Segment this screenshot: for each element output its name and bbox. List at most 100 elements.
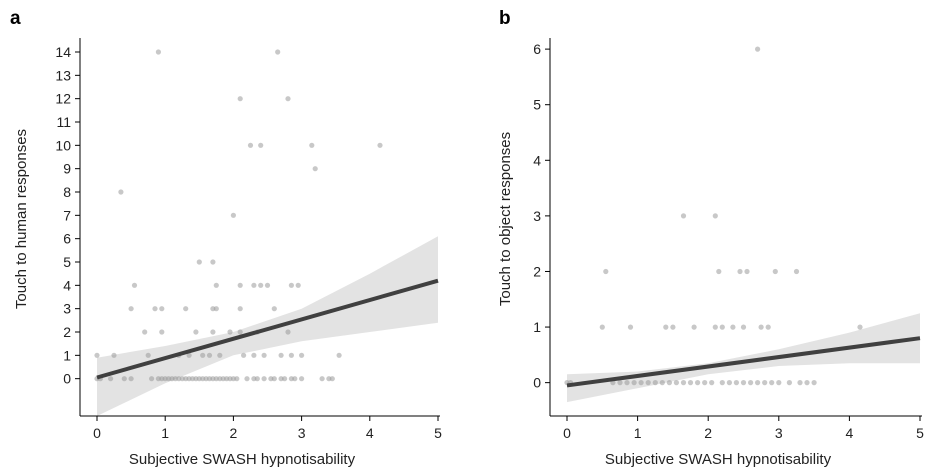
y-tick-label: 2 — [533, 263, 541, 279]
y-tick-label: 0 — [63, 371, 71, 387]
x-tick-label: 1 — [161, 425, 169, 441]
data-point — [312, 166, 318, 172]
data-point — [131, 282, 138, 288]
data-point — [748, 380, 754, 386]
y-tick-label: 4 — [533, 152, 541, 168]
y-tick-label: 11 — [56, 114, 71, 130]
data-point — [691, 324, 697, 330]
data-point — [244, 376, 250, 382]
data-point — [128, 376, 134, 382]
x-tick-label: 0 — [93, 425, 101, 441]
data-point — [271, 306, 277, 312]
data-point — [716, 268, 722, 275]
data-point — [740, 380, 747, 386]
data-point — [247, 142, 254, 148]
data-point — [213, 282, 219, 288]
data-point — [659, 380, 665, 386]
data-point — [258, 282, 264, 288]
data-point — [275, 49, 281, 55]
data-point — [237, 329, 243, 335]
data-point — [638, 380, 644, 386]
data-point — [292, 376, 298, 382]
regression-line — [566, 336, 921, 388]
data-point — [278, 352, 284, 358]
y-tick-label: 1 — [63, 347, 71, 363]
y-axis-title: Touch to object responses — [497, 132, 514, 306]
data-point — [719, 324, 725, 330]
data-point — [730, 324, 736, 330]
data-point — [702, 380, 708, 386]
data-point — [737, 268, 743, 275]
data-point — [645, 380, 651, 386]
data-point — [719, 380, 725, 386]
data-point — [230, 212, 236, 218]
x-tick-label: 3 — [298, 425, 306, 441]
data-point — [631, 380, 637, 386]
data-point — [261, 352, 267, 358]
data-point — [680, 213, 687, 219]
y-tick-label: 10 — [55, 137, 71, 153]
panel-b: b 0 1 2 3 4 5 6 0 1 2 3 4 5 Subjective SWASH hypnotisa… — [497, 8, 924, 468]
data-point — [329, 376, 335, 382]
data-point — [241, 352, 247, 358]
confidence-band — [97, 236, 438, 416]
x-tick-label: 2 — [704, 425, 712, 441]
data-point — [118, 189, 124, 195]
data-point — [282, 376, 288, 382]
data-point — [196, 259, 202, 265]
data-point — [159, 306, 165, 312]
data-point — [237, 306, 243, 312]
data-point — [210, 259, 216, 265]
data-point — [709, 380, 715, 386]
data-point — [295, 282, 301, 288]
data-point — [111, 352, 117, 358]
y-tick-label: 3 — [533, 208, 541, 224]
x-axis-title: Subjective SWASH hypnotisability — [605, 451, 832, 468]
data-point — [755, 46, 761, 52]
data-point — [251, 282, 257, 288]
y-tick-label: 8 — [63, 184, 71, 200]
confidence-band — [567, 313, 920, 403]
panel-letter: a — [10, 8, 21, 29]
data-point — [712, 213, 718, 219]
y-tick-label: 5 — [63, 254, 71, 270]
x-tick-label: 2 — [230, 425, 238, 441]
data-point — [762, 380, 768, 386]
data-point — [319, 376, 325, 382]
data-point — [309, 142, 315, 148]
data-point — [210, 329, 216, 335]
regression-line — [96, 278, 439, 380]
data-point — [673, 380, 680, 386]
x-tick-label: 1 — [634, 425, 642, 441]
data-point — [186, 352, 192, 358]
data-point — [670, 324, 676, 330]
data-point — [271, 376, 277, 382]
data-point — [258, 142, 264, 148]
x-tick-label: 3 — [775, 425, 783, 441]
panel-letter: b — [499, 8, 511, 29]
data-point — [712, 324, 718, 330]
data-point — [121, 376, 127, 382]
y-tick-label: 4 — [63, 277, 71, 293]
data-point — [234, 376, 240, 382]
data-point — [145, 352, 151, 358]
data-point — [755, 380, 761, 386]
y-tick-label: 1 — [533, 319, 541, 335]
data-point — [740, 324, 747, 330]
data-point — [217, 352, 223, 358]
data-point — [142, 329, 148, 335]
y-tick-label: 3 — [63, 301, 71, 317]
data-point — [213, 306, 219, 312]
y-tick-label: 5 — [533, 97, 541, 113]
data-point — [155, 49, 161, 55]
data-point — [237, 96, 243, 102]
data-point — [159, 329, 165, 335]
data-point — [264, 282, 271, 288]
data-point — [149, 376, 155, 382]
data-point — [94, 352, 100, 358]
data-point — [666, 380, 673, 386]
y-tick-label: 12 — [55, 91, 71, 107]
data-point — [680, 380, 687, 386]
x-tick-label: 5 — [434, 425, 442, 441]
